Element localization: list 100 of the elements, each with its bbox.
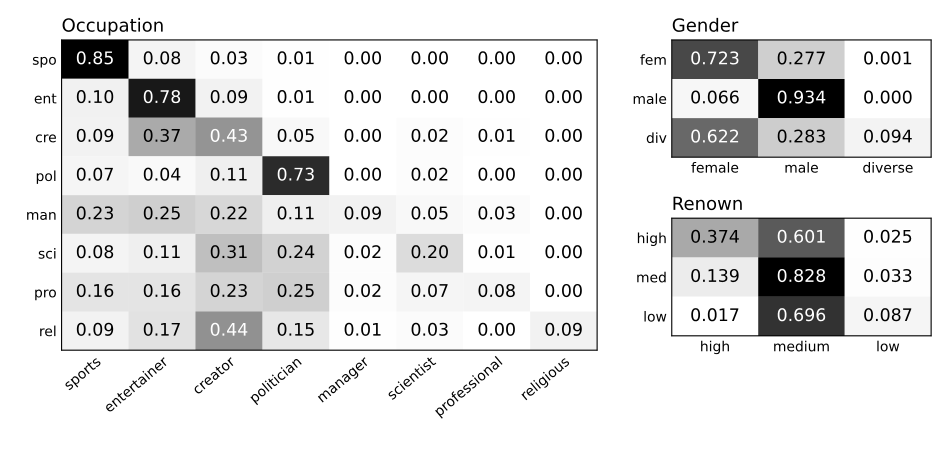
data-label: 0.37: [144, 128, 180, 142]
data-label: 0.00: [478, 90, 515, 104]
data-label: 0.73: [278, 168, 314, 181]
data-label: 0.00: [478, 168, 515, 181]
data-label: 0.001: [864, 51, 912, 65]
data-label: 0.02: [344, 284, 380, 298]
y-tick-label: med: [637, 272, 666, 283]
data-label: 0.622: [691, 130, 738, 143]
data-label: 0.09: [545, 322, 582, 336]
y-tick-label: cre: [36, 134, 56, 142]
data-label: 0.025: [864, 230, 912, 243]
chart-title: Renown: [674, 196, 742, 210]
data-label: 0.00: [478, 51, 515, 64]
data-label: 0.09: [76, 322, 114, 336]
data-label: 0.10: [76, 90, 114, 104]
data-label: 0.04: [144, 168, 180, 181]
data-label: 0.02: [412, 128, 448, 142]
x-tick-label: male: [785, 162, 818, 173]
y-tick-label: rel: [40, 326, 56, 336]
data-label: 0.066: [691, 90, 739, 104]
data-label: 0.03: [478, 206, 515, 220]
data-label: 0.087: [864, 308, 912, 322]
data-label: 0.139: [691, 268, 739, 282]
x-tick-label: medium: [774, 340, 829, 352]
data-label: 0.696: [778, 308, 826, 322]
data-label: 0.00: [344, 90, 381, 104]
data-label: 0.23: [76, 206, 113, 220]
data-label: 0.723: [691, 51, 738, 65]
data-label: 0.00: [545, 90, 582, 104]
data-label: 0.15: [278, 322, 314, 336]
x-tick-label: high: [701, 340, 729, 354]
y-tick-label: pro: [35, 290, 56, 300]
data-label: 0.09: [344, 206, 381, 220]
data-label: 0.01: [278, 90, 314, 104]
data-label: 0.08: [478, 284, 515, 298]
data-label: 0.24: [278, 245, 314, 258]
data-label: 0.31: [210, 245, 247, 258]
data-label: 0.00: [545, 206, 582, 220]
data-label: 0.02: [344, 245, 380, 258]
data-label: 0.00: [412, 90, 448, 104]
data-label: 0.11: [144, 245, 180, 258]
data-label: 0.11: [278, 206, 314, 220]
data-label: 0.08: [76, 245, 114, 258]
y-tick-label: spo: [32, 56, 56, 68]
data-label: 0.23: [210, 284, 247, 298]
data-label: 0.43: [210, 128, 247, 142]
data-label: 0.00: [545, 284, 582, 298]
y-tick-label: man: [27, 212, 56, 220]
data-label: 0.85: [76, 51, 113, 64]
data-label: 0.017: [691, 308, 738, 322]
data-label: 0.03: [412, 322, 448, 336]
data-label: 0.00: [545, 245, 582, 258]
data-label: 0.01: [478, 245, 514, 258]
data-label: 0.01: [478, 128, 514, 142]
data-label: 0.05: [412, 206, 448, 220]
data-label: 0.00: [344, 128, 381, 142]
data-label: 0.00: [344, 168, 381, 181]
y-tick-label: ent: [34, 94, 56, 104]
data-label: 0.828: [778, 268, 826, 282]
x-tick-label: diverse: [863, 162, 913, 173]
data-label: 0.44: [210, 322, 248, 336]
data-label: 0.17: [144, 322, 180, 336]
data-label: 0.601: [778, 230, 825, 243]
data-label: 0.25: [144, 206, 180, 220]
y-tick-label: sci: [38, 248, 56, 259]
data-label: 0.374: [691, 230, 739, 243]
data-label: 0.11: [210, 168, 247, 181]
y-tick-label: pol: [36, 170, 56, 184]
y-tick-label: div: [646, 132, 666, 144]
data-label: 0.05: [278, 128, 314, 142]
data-label: 0.283: [778, 130, 825, 143]
data-label: 0.00: [412, 51, 448, 64]
y-tick-label: high: [638, 232, 666, 246]
chart-title: Occupation: [62, 18, 163, 36]
data-label: 0.00: [545, 168, 582, 181]
data-label: 0.02: [412, 168, 448, 181]
y-tick-label: male: [634, 93, 666, 104]
data-label: 0.09: [210, 90, 248, 104]
data-label: 0.00: [545, 51, 582, 64]
data-label: 0.033: [864, 268, 912, 282]
data-label: 0.000: [864, 90, 912, 104]
data-label: 0.09: [76, 128, 114, 142]
data-label: 0.01: [344, 322, 381, 336]
data-label: 0.03: [210, 51, 247, 64]
data-label: 0.00: [478, 322, 515, 336]
data-label: 0.934: [778, 90, 826, 104]
data-label: 0.01: [278, 51, 314, 64]
data-label: 0.277: [778, 51, 825, 65]
data-label: 0.20: [412, 245, 448, 258]
data-label: 0.00: [545, 128, 582, 142]
y-tick-label: fem: [640, 54, 666, 65]
chart-title: Gender: [672, 18, 738, 32]
y-tick-label: low: [644, 310, 666, 322]
data-label: 0.00: [344, 51, 381, 64]
data-label: 0.07: [76, 168, 113, 181]
data-label: 0.16: [144, 284, 180, 298]
data-label: 0.78: [144, 90, 180, 104]
data-label: 0.07: [412, 284, 448, 298]
data-label: 0.08: [144, 51, 180, 64]
data-label: 0.094: [864, 130, 912, 143]
